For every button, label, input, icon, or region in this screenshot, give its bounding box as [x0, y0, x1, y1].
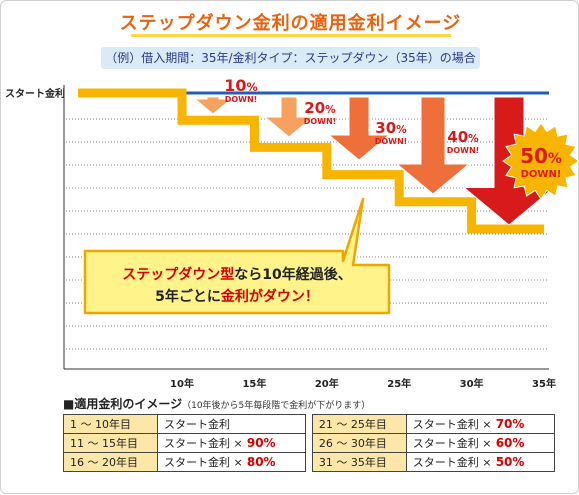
x-tick-label: 30年 [460, 377, 484, 390]
rate-percent-text: 60% [491, 436, 525, 450]
title-underline [131, 34, 451, 37]
drop-down-label: DOWN! [304, 117, 337, 126]
callout-line-1: ステップダウン型なら10年経過後、 [122, 266, 351, 283]
x-tick-label: 25年 [387, 377, 411, 390]
burst-down-label: DOWN! [521, 169, 562, 180]
rate-table-row: 16 〜 20年目 スタート金利 × 80% 31 〜 35年目 スタート金利 × 5… [63, 452, 556, 472]
rate-percent-text: 70% [491, 417, 525, 431]
drop-percent-label: 30% [375, 119, 407, 137]
burst-percent-label: 50% [520, 144, 562, 168]
rate-base-text: スタート金利 × [412, 418, 492, 431]
period-text: 26 〜 30年目 [318, 437, 387, 450]
legend-title: ■適用金利のイメージ（10年後から5年毎段階で金利が下がります） [63, 395, 370, 412]
rate-period-cell: 1 〜 10年目 [63, 414, 158, 434]
legend-note: （10年後から5年毎段階で金利が下がります） [182, 401, 371, 411]
rate-table-row: 11 〜 15年目 スタート金利 × 90% 26 〜 30年目 スタート金利 × 6… [63, 433, 556, 453]
chart-title: ステップダウン金利の適用金利イメージ [119, 13, 462, 34]
rate-period-cell: 26 〜 30年目 [311, 433, 407, 453]
rate-base-text: スタート金利 × [412, 456, 492, 469]
table-gap [305, 433, 313, 453]
x-tick-label: 15年 [242, 377, 266, 390]
drop-arrow [193, 96, 233, 115]
period-text: 11 〜 15年目 [70, 437, 138, 450]
rate-value-cell: スタート金利 × 60% [405, 433, 556, 453]
rate-period-cell: 16 〜 20年目 [63, 452, 158, 472]
period-text: 21 〜 25年目 [318, 418, 387, 431]
callout-line-2: 5年ごとに金利がダウン！ [155, 288, 319, 305]
legend-heading: ■適用金利のイメージ [63, 397, 183, 411]
rate-base-text: スタート金利 × [163, 437, 243, 450]
rate-value-cell: スタート金利 [156, 414, 307, 434]
rate-value-cell: スタート金利 × 70% [405, 414, 556, 434]
drop-percent-label: 10% [224, 76, 257, 95]
rate-percent-text: 90% [242, 436, 276, 450]
rate-base-text: スタート金利 × [163, 456, 243, 469]
table-gap [305, 414, 313, 434]
drop-arrow [395, 96, 471, 195]
rate-value-cell: スタート金利 × 90% [156, 433, 307, 453]
step-rate-line [78, 88, 544, 234]
rate-base-text: スタート金利 [163, 418, 230, 431]
rate-table-row: 1 〜 10年目 スタート金利 21 〜 25年目 スタート金利 × 70% [63, 414, 556, 434]
drop-down-label: DOWN! [447, 146, 480, 155]
rate-period-cell: 21 〜 25年目 [311, 414, 407, 434]
drop-percent-label: 20% [304, 99, 336, 117]
drop-arrow [327, 96, 391, 161]
rate-table: 1 〜 10年目 スタート金利 21 〜 25年目 スタート金利 × 70% 11 〜 … [63, 414, 556, 472]
period-text: 16 〜 20年目 [70, 456, 138, 469]
rate-percent-text: 50% [491, 455, 525, 469]
rate-period-cell: 11 〜 15年目 [63, 433, 158, 453]
rate-period-cell: 31 〜 35年目 [311, 452, 407, 472]
rate-base-text: スタート金利 × [412, 437, 492, 450]
rate-percent-text: 80% [242, 455, 276, 469]
x-tick-label: 10年 [170, 377, 194, 390]
x-tick-label: 35年 [532, 377, 556, 390]
callout-bubble [83, 197, 391, 315]
drop-percent-label: 40% [447, 128, 479, 146]
period-text: 1 〜 10年目 [70, 418, 131, 431]
drop-down-label: DOWN! [225, 95, 258, 104]
rate-value-cell: スタート金利 × 80% [156, 452, 307, 472]
chart-subtitle: （例）借入期間：35年/金利タイプ：ステップダウン（35年）の場合 [101, 47, 480, 69]
drop-arrow [263, 96, 315, 138]
burst-badge [502, 122, 579, 200]
y-axis-label: スタート金利 [5, 87, 65, 100]
table-gap [305, 452, 313, 472]
period-text: 31 〜 35年目 [318, 456, 387, 469]
x-tick-label: 20年 [315, 377, 339, 390]
rate-value-cell: スタート金利 × 50% [405, 452, 556, 472]
drop-down-label: DOWN! [375, 137, 408, 146]
